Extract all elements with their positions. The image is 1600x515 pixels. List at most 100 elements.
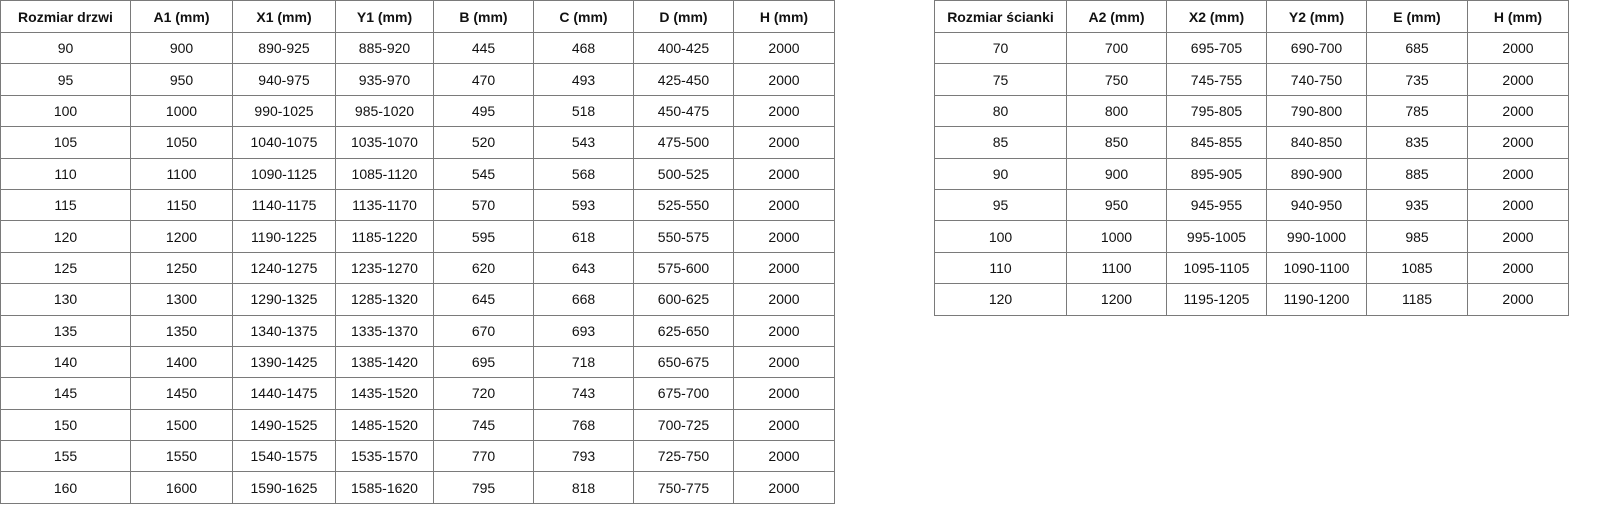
table-cell: 1140-1175 xyxy=(232,188,336,222)
table-cell: 160 xyxy=(0,471,131,504)
table-cell: 885 xyxy=(1366,157,1468,190)
table-cell: 550-575 xyxy=(633,220,734,253)
header-row: Rozmiar ścianki A2 (mm) X2 (mm) Y2 (mm) E (m… xyxy=(934,0,1569,33)
table-cell: 1090-1100 xyxy=(1266,251,1367,285)
table-row: 115 1150 1140-1175 1135-1170 570 593 525-550 20… xyxy=(0,188,835,222)
table-cell: 568 xyxy=(533,157,634,190)
table-cell: 155 xyxy=(0,440,131,473)
table-cell: 425-450 xyxy=(633,63,734,96)
table-cell: 620 xyxy=(433,251,534,285)
table-cell: 785 xyxy=(1366,94,1468,128)
table-cell: 690-700 xyxy=(1266,31,1367,65)
table-row: 160 1600 1590-1625 1585-1620 795 818 750-775 20… xyxy=(0,471,835,504)
table-cell: 985 xyxy=(1366,220,1468,253)
table-row: 70 700 695-705 690-700 685 2000 xyxy=(934,31,1569,65)
table-cell: 1390-1425 xyxy=(232,345,336,379)
column-header: Rozmiar drzwi xyxy=(0,0,131,33)
table-cell: 2000 xyxy=(733,157,835,190)
column-header: A1 (mm) xyxy=(130,0,233,33)
table-cell: 110 xyxy=(934,251,1067,285)
table-cell: 645 xyxy=(433,283,534,316)
table-cell: 995-1005 xyxy=(1166,220,1267,253)
table-row: 120 1200 1195-1205 1190-1200 1185 2000 xyxy=(934,283,1569,316)
table-cell: 1235-1270 xyxy=(335,251,434,285)
table-cell: 1100 xyxy=(130,157,233,190)
table-cell: 2000 xyxy=(733,283,835,316)
table-cell: 1000 xyxy=(130,94,233,128)
table-cell: 818 xyxy=(533,471,634,504)
table-cell: 525-550 xyxy=(633,188,734,222)
table-cell: 2000 xyxy=(733,94,835,128)
column-header: A2 (mm) xyxy=(1066,0,1167,33)
table-cell: 695 xyxy=(433,345,534,379)
table-cell: 700-725 xyxy=(633,408,734,442)
table-cell: 2000 xyxy=(733,63,835,96)
table-row: 140 1400 1390-1425 1385-1420 695 718 650-675 20… xyxy=(0,345,835,379)
table-cell: 618 xyxy=(533,220,634,253)
table-row: 75 750 745-755 740-750 735 2000 xyxy=(934,63,1569,96)
table-cell: 105 xyxy=(0,126,131,159)
table-cell: 2000 xyxy=(733,188,835,222)
column-header: H (mm) xyxy=(1467,0,1569,33)
table-cell: 1440-1475 xyxy=(232,377,336,410)
table-cell: 2000 xyxy=(1467,63,1569,96)
table-cell: 985-1020 xyxy=(335,94,434,128)
table-cell: 570 xyxy=(433,188,534,222)
table-cell: 1535-1570 xyxy=(335,440,434,473)
table-cell: 735 xyxy=(1366,63,1468,96)
table-row: 135 1350 1340-1375 1335-1370 670 693 625-650 20… xyxy=(0,314,835,347)
table-cell: 670 xyxy=(433,314,534,347)
table-cell: 1190-1200 xyxy=(1266,283,1367,316)
table-cell: 1095-1105 xyxy=(1166,251,1267,285)
table-cell: 950 xyxy=(1066,188,1167,222)
table-cell: 70 xyxy=(934,31,1067,65)
table-row: 155 1550 1540-1575 1535-1570 770 793 725-750 20… xyxy=(0,440,835,473)
table-row: 80 800 795-805 790-800 785 2000 xyxy=(934,94,1569,128)
table-cell: 685 xyxy=(1366,31,1468,65)
table-cell: 2000 xyxy=(733,314,835,347)
table-cell: 495 xyxy=(433,94,534,128)
table-cell: 95 xyxy=(934,188,1067,222)
table-row: 90 900 890-925 885-920 445 468 400-425 2000 xyxy=(0,31,835,65)
table-cell: 80 xyxy=(934,94,1067,128)
table-cell: 1040-1075 xyxy=(232,126,336,159)
table-cell: 595 xyxy=(433,220,534,253)
table-cell: 1335-1370 xyxy=(335,314,434,347)
table-cell: 545 xyxy=(433,157,534,190)
table-cell: 793 xyxy=(533,440,634,473)
table-cell: 668 xyxy=(533,283,634,316)
table-cell: 110 xyxy=(0,157,131,190)
table-cell: 935-970 xyxy=(335,63,434,96)
table-cell: 750 xyxy=(1066,63,1167,96)
table-cell: 1195-1205 xyxy=(1166,283,1267,316)
table-cell: 1185-1220 xyxy=(335,220,434,253)
table-cell: 90 xyxy=(0,31,131,65)
table-row: 95 950 940-975 935-970 470 493 425-450 2000 xyxy=(0,63,835,96)
table-cell: 1385-1420 xyxy=(335,345,434,379)
table-cell: 1350 xyxy=(130,314,233,347)
table-row: 105 1050 1040-1075 1035-1070 520 543 475-500 20… xyxy=(0,126,835,159)
table-cell: 1485-1520 xyxy=(335,408,434,442)
table-cell: 1550 xyxy=(130,440,233,473)
table-cell: 120 xyxy=(934,283,1067,316)
table-cell: 1035-1070 xyxy=(335,126,434,159)
table-cell: 800 xyxy=(1066,94,1167,128)
table-cell: 475-500 xyxy=(633,126,734,159)
table-cell: 2000 xyxy=(1467,188,1569,222)
table-cell: 725-750 xyxy=(633,440,734,473)
table-cell: 850 xyxy=(1066,126,1167,159)
table-cell: 593 xyxy=(533,188,634,222)
table-cell: 2000 xyxy=(733,408,835,442)
table-cell: 1285-1320 xyxy=(335,283,434,316)
table-cell: 990-1000 xyxy=(1266,220,1367,253)
table-cell: 950 xyxy=(130,63,233,96)
table-cell: 518 xyxy=(533,94,634,128)
table-cell: 693 xyxy=(533,314,634,347)
table-cell: 2000 xyxy=(733,251,835,285)
table-cell: 890-900 xyxy=(1266,157,1367,190)
table-cell: 1500 xyxy=(130,408,233,442)
table-cell: 940-975 xyxy=(232,63,336,96)
table-cell: 643 xyxy=(533,251,634,285)
table-cell: 75 xyxy=(934,63,1067,96)
table-cell: 543 xyxy=(533,126,634,159)
